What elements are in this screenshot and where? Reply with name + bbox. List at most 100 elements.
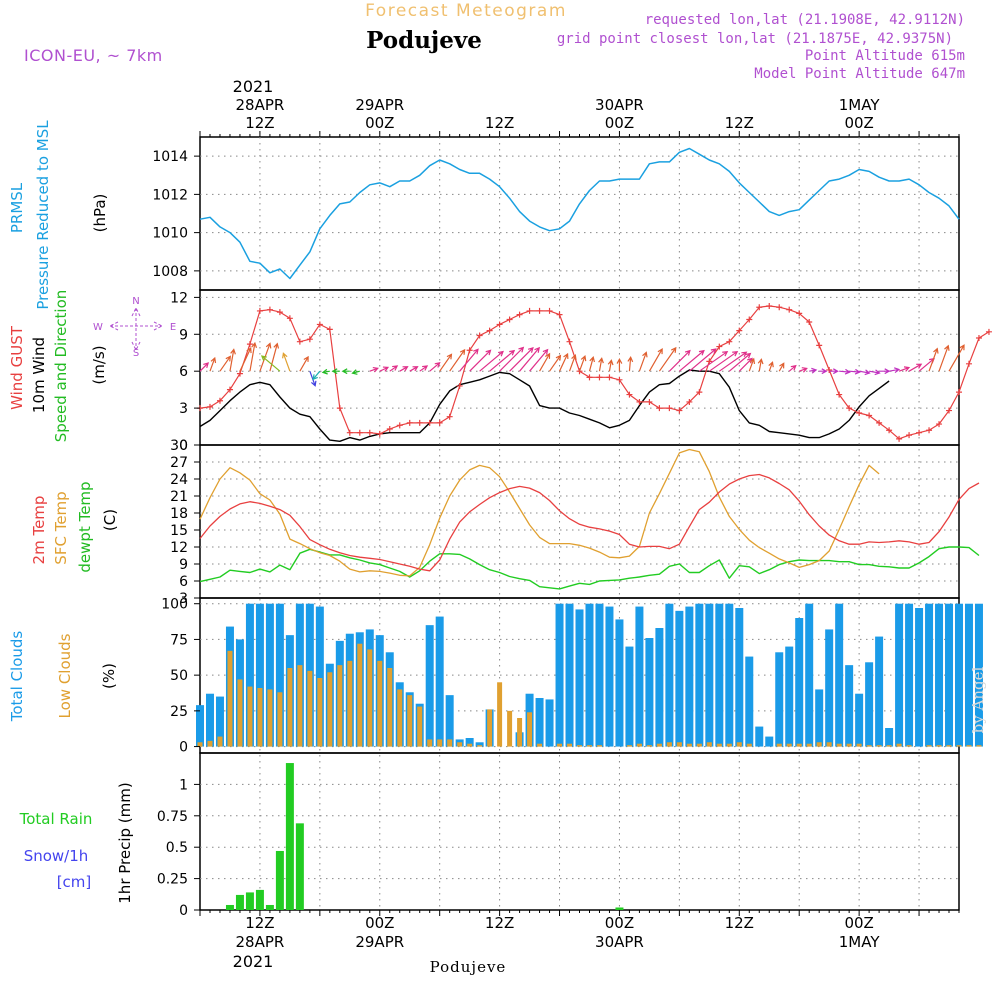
ytick-label: 0.25 (157, 872, 188, 888)
gust-marker (726, 338, 733, 345)
low-cloud-bar (956, 745, 962, 747)
low-cloud-bar (786, 743, 792, 747)
wind-vector-arrow (469, 349, 492, 372)
low-cloud-bar (507, 710, 513, 747)
gust-marker (946, 407, 953, 414)
ytick-label: 1008 (152, 264, 188, 280)
compass-south: S (133, 348, 139, 359)
gust-marker (956, 389, 962, 396)
low-cloud-bar (936, 745, 942, 747)
total-cloud-bar (835, 603, 844, 747)
gust-marker (926, 427, 933, 434)
low-cloud-bar (387, 668, 393, 747)
total-cloud-bar (845, 665, 854, 747)
gust-marker (386, 426, 393, 433)
bottom-axis-time: 00Z (844, 914, 873, 932)
total-cloud-bar (665, 603, 674, 747)
bottom-axis-time: 00Z (605, 914, 634, 932)
top-axis-year: 2021 (233, 77, 274, 96)
ytick-label: 0.75 (157, 809, 188, 825)
low-cloud-bar (976, 745, 982, 747)
total-cloud-bar (545, 699, 554, 747)
low-cloud-bar (347, 660, 353, 747)
chart-title: Forecast Meteogram (365, 1, 567, 21)
ytick-label: 0 (179, 903, 188, 919)
low-cloud-bar (377, 660, 383, 747)
rain-bar (245, 892, 254, 910)
gust-marker (736, 327, 743, 334)
temp-2m-line (199, 473, 980, 572)
gust-marker (506, 316, 513, 323)
wind-vector-arrow (331, 368, 340, 375)
gust-marker (806, 318, 813, 325)
bottom-axis-date: 28APR (236, 933, 285, 951)
gust-marker (816, 342, 823, 349)
cloud-unit-label: (%) (100, 663, 118, 689)
low-cloud-bar (906, 745, 912, 747)
wind-vector-arrow (839, 368, 851, 375)
low-cloud-bar (207, 740, 213, 747)
wind-vector-arrow (459, 348, 479, 372)
low-cloud-bar (567, 743, 573, 747)
wind-vector-arrow (627, 355, 634, 372)
gust-marker (316, 321, 323, 328)
bottom-axis-time: 00Z (365, 914, 394, 932)
total-cloud-bar (974, 603, 983, 747)
wind-vector-arrow (799, 367, 808, 373)
low-cloud-bar (427, 739, 433, 747)
total-cloud-bar (215, 696, 224, 747)
low-cloud-bar (896, 743, 902, 747)
gust-marker (226, 386, 233, 393)
wind-vector-arrow (449, 348, 466, 372)
wind-vector-arrow (509, 346, 534, 372)
gust-marker (796, 310, 803, 317)
total-cloud-bar (815, 689, 824, 747)
gust-marker (526, 307, 533, 314)
wind-vector-arrow (341, 368, 350, 375)
low-cloud-bar (397, 689, 403, 747)
total-cloud-bar (875, 636, 884, 747)
total-cloud-bar (805, 603, 814, 747)
wind-vector-arrow (260, 355, 281, 372)
total-cloud-bar (655, 628, 664, 747)
wind-vector-arrow (409, 366, 419, 372)
wind-gust-line (199, 305, 990, 440)
ytick-label: 1012 (152, 187, 188, 203)
gust-marker (746, 316, 753, 323)
low-cloud-bar (487, 709, 493, 747)
total-cloud-bar (795, 618, 804, 747)
wind-vector-arrow (849, 368, 861, 375)
ytick-label: 21 (170, 489, 188, 505)
wind-vector-arrow (638, 351, 648, 372)
low-cloud-bar (267, 689, 273, 747)
wind-vector-arrow (519, 346, 540, 372)
gust-marker (696, 389, 703, 396)
wind-vector-arrow (888, 367, 901, 374)
gust-marker (656, 405, 663, 412)
ytick-label: 12 (170, 540, 188, 556)
gust-marker (256, 307, 263, 314)
wind-vector-arrow (748, 357, 756, 372)
ytick-label: 3 (179, 401, 188, 417)
wind-vector-arrow (819, 368, 828, 375)
low-cloud-bar (946, 745, 952, 747)
wind-vector-arrow (648, 348, 663, 372)
precip-label-snow: Snow/1h (24, 847, 89, 865)
pressure-label-msl: Pressure Reduced to MSL (34, 120, 52, 310)
gust-marker (216, 397, 223, 404)
wind-vector-arrow (578, 354, 587, 372)
gust-marker (566, 338, 573, 345)
total-cloud-bar (745, 656, 754, 747)
ytick-label: 27 (170, 455, 188, 471)
low-cloud-bar (586, 745, 592, 747)
total-cloud-bar (625, 646, 634, 747)
low-cloud-bar (856, 743, 862, 747)
low-cloud-bar (716, 743, 722, 747)
low-cloud-bar (736, 742, 742, 747)
low-cloud-bar (357, 643, 363, 747)
gust-marker (756, 304, 763, 311)
gust-marker (286, 315, 293, 322)
gust-marker (266, 306, 273, 313)
wind-vector-arrow (399, 366, 409, 372)
